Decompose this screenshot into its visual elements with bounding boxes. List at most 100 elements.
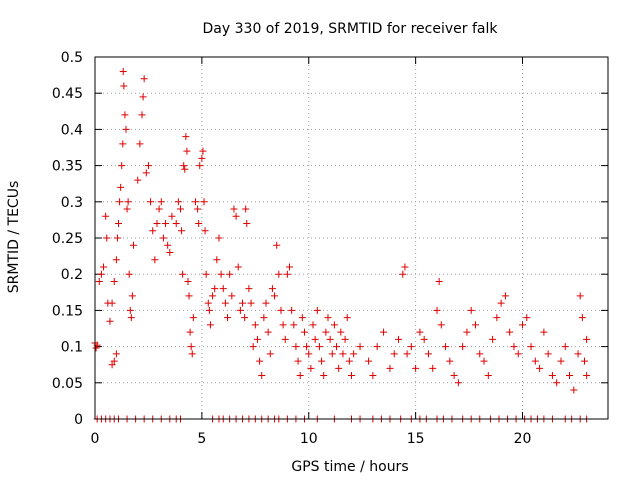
data-point: [337, 328, 345, 336]
data-point: [296, 372, 304, 380]
data-point: [283, 270, 291, 278]
data-point: [112, 256, 120, 264]
data-point: [224, 314, 232, 322]
x-tick-label: 0: [91, 431, 100, 447]
x-tick-label: 10: [300, 431, 318, 447]
data-point: [211, 285, 219, 293]
data-point: [236, 306, 244, 314]
data-point: [200, 198, 208, 206]
data-point: [100, 263, 108, 271]
data-point: [168, 212, 176, 220]
data-point: [264, 328, 272, 336]
data-point: [416, 328, 424, 336]
data-point: [249, 343, 257, 351]
data-point: [204, 299, 212, 307]
data-point: [345, 357, 353, 365]
data-point: [153, 220, 161, 228]
data-point: [184, 277, 192, 285]
data-point: [118, 162, 126, 170]
data-point: [433, 306, 441, 314]
data-point: [557, 357, 565, 365]
data-point: [119, 67, 127, 75]
y-tick-labels: 0 0.05 0.1 0.15 0.2 0.25 0.3 0.35 0.4 0.45 0.5: [52, 50, 83, 428]
data-point: [253, 335, 261, 343]
data-point: [380, 328, 388, 336]
y-tick-label: 0.5: [61, 50, 83, 66]
data-point: [294, 357, 302, 365]
data-point: [251, 321, 259, 329]
data-point: [199, 147, 207, 155]
chart-title: Day 330 of 2019, SRMTID for receiver fal…: [203, 21, 499, 37]
data-point: [258, 372, 266, 380]
data-point: [232, 212, 240, 220]
data-point: [177, 205, 184, 213]
data-point: [580, 357, 588, 365]
data-point: [180, 162, 188, 170]
data-point: [536, 364, 544, 372]
data-point: [476, 350, 484, 358]
data-point: [234, 263, 242, 271]
data-point: [238, 299, 246, 307]
data-point: [324, 314, 332, 322]
data-point: [311, 335, 319, 343]
data-point: [202, 270, 210, 278]
data-point: [95, 277, 103, 285]
data-point: [159, 234, 167, 242]
data-point: [407, 343, 415, 351]
data-point: [189, 314, 197, 322]
data-point: [288, 306, 296, 314]
data-point: [333, 343, 341, 351]
y-tick-label: 0.4: [61, 122, 83, 138]
data-point: [155, 205, 163, 213]
data-point: [578, 314, 586, 322]
data-point: [303, 343, 311, 351]
data-point: [442, 343, 450, 351]
data-point: [183, 147, 191, 155]
data-point: [92, 344, 100, 352]
data-point: [115, 220, 123, 228]
data-point: [307, 364, 315, 372]
data-point: [110, 277, 118, 285]
data-point: [574, 350, 582, 358]
data-point: [309, 321, 317, 329]
data-point: [298, 314, 306, 322]
x-axis-label: GPS time / hours: [291, 459, 408, 475]
data-point: [350, 350, 358, 358]
data-point: [300, 328, 308, 336]
data-point: [365, 357, 373, 365]
data-point: [279, 321, 287, 329]
data-point: [268, 285, 276, 293]
data-point: [275, 270, 283, 278]
data-point: [121, 111, 129, 119]
data-point: [480, 357, 488, 365]
data-point: [97, 270, 105, 278]
data-point: [219, 285, 227, 293]
grid-lines: [95, 57, 608, 419]
data-point: [182, 133, 190, 141]
data-point: [271, 292, 279, 300]
data-point: [201, 227, 209, 235]
data-point: [305, 350, 313, 358]
data-point: [151, 256, 159, 264]
data-point: [125, 270, 133, 278]
data-point: [484, 372, 492, 380]
data-point: [138, 111, 146, 119]
data-point: [164, 241, 172, 249]
data-point: [373, 343, 381, 351]
data-point: [566, 372, 574, 380]
data-point: [467, 306, 475, 314]
data-point: [450, 372, 458, 380]
data-point: [454, 379, 462, 387]
data-point: [228, 292, 236, 300]
data-point: [126, 306, 134, 314]
data-point: [459, 343, 467, 351]
data-point: [217, 270, 225, 278]
data-point: [429, 364, 437, 372]
data-point: [343, 314, 351, 322]
data-point: [108, 361, 116, 369]
data-point: [548, 372, 556, 380]
data-point: [341, 335, 349, 343]
data-point: [395, 335, 403, 343]
y-tick-label: 0.15: [52, 303, 83, 319]
data-point: [424, 350, 432, 358]
